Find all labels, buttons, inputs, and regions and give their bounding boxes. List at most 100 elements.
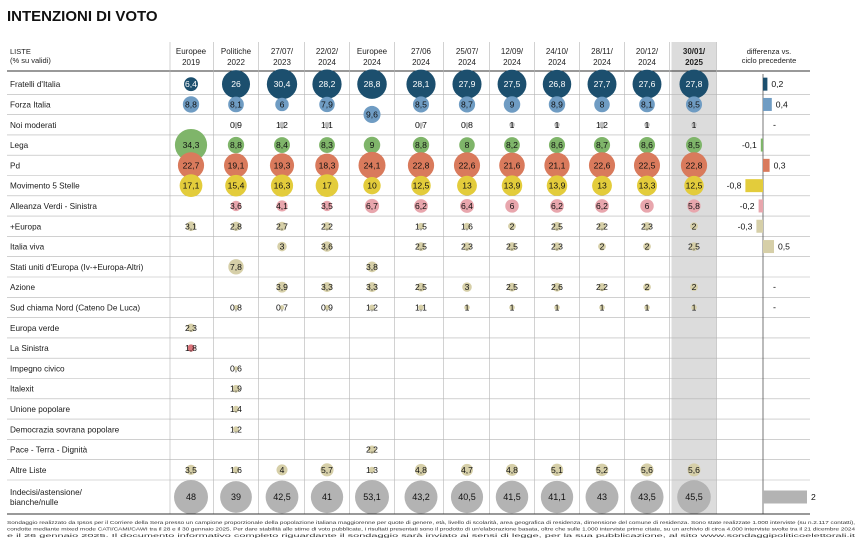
table-row: Italia viva 3 3,6 2,5 2,3 2,5 2,3 2 2 2,5 0,5 (10, 240, 790, 254)
value-bubble (414, 463, 428, 476)
party-name: Italexit (10, 385, 34, 394)
value-bubble (221, 70, 251, 99)
value-label: 17 (322, 181, 332, 191)
value-label: 40,5 (458, 492, 476, 502)
value-bubble (679, 69, 709, 99)
party-name: Pd (10, 161, 20, 170)
value-bubble (587, 69, 617, 99)
value-bubble (220, 481, 252, 513)
table-row: Fratelli d'Italia 6,4 26 30,4 28,2 28,8 28,1 27… (10, 68, 784, 100)
value-bubble (355, 480, 389, 514)
table-row: +Europa 3,1 2,8 2,7 2,2 1,5 1,6 2 2,5 2,2 2,3 2 -0,3 (10, 219, 763, 233)
value-bubble (225, 174, 247, 197)
value-label: 41,1 (548, 492, 566, 502)
column-header-line1: 30/01/ (683, 47, 706, 56)
value-label: 8,7 (461, 99, 473, 109)
value-label: 3,5 (321, 201, 333, 211)
value-label: 9,6 (366, 109, 378, 119)
value-label: 12,5 (686, 181, 703, 191)
party-name: Pace - Terra - Dignità (10, 446, 88, 455)
value-bubble (643, 242, 651, 251)
rows-header-line2: (% su validi) (10, 56, 51, 65)
value-bubble (233, 122, 239, 128)
value-label: 22,8 (413, 160, 430, 170)
value-label: 13,9 (504, 181, 521, 191)
value-label: 41,5 (503, 492, 521, 502)
table-row: Noi moderati 0,9 1,2 1,1 0,7 0,8 1 1 1,2 1 1 - (10, 120, 776, 130)
value-label: 8,5 (688, 99, 700, 109)
value-label: 22,6 (594, 160, 611, 170)
value-bubble (640, 199, 654, 213)
value-bubble (186, 221, 196, 232)
value-bubble (550, 199, 564, 213)
value-bubble (266, 68, 298, 100)
table-row: Pd 22,7 19,1 19,3 18,3 24,1 22,8 22,6 21,6 21,1 22… (10, 151, 786, 179)
value-bubble (499, 152, 525, 179)
party-name: Europa verde (10, 324, 60, 333)
table-row: Impegno civico 0,6 (10, 363, 242, 373)
diff-bar (763, 490, 807, 504)
value-bubble (640, 463, 654, 477)
value-bubble (321, 241, 333, 252)
column-header-line1: 25/07/ (456, 47, 479, 56)
value-bubble (464, 122, 470, 128)
table-row: Lega 34,3 8,8 8,4 8,3 9 8,8 8 8,2 8,6 8,7 8,6 8,5 -0,… (10, 128, 763, 162)
value-bubble (632, 69, 662, 99)
value-label: 27,6 (639, 79, 656, 89)
value-bubble (507, 282, 517, 292)
value-label: 1 (555, 302, 560, 312)
value-bubble (552, 282, 562, 292)
table-row: Unione popolare 1,4 (10, 404, 242, 414)
value-bubble (550, 463, 564, 477)
value-bubble (265, 480, 299, 514)
value-bubble (509, 304, 515, 311)
value-bubble (464, 304, 470, 311)
value-bubble (588, 152, 616, 179)
diff-bar (756, 219, 763, 233)
value-label: 8,7 (596, 140, 608, 150)
value-label: 2,3 (185, 323, 197, 333)
value-label: 8 (600, 99, 605, 109)
value-bubble (319, 137, 335, 153)
value-bubble (687, 199, 701, 213)
value-bubble (230, 200, 242, 212)
column-header-line2: 2025 (685, 58, 703, 67)
value-bubble (412, 96, 430, 113)
value-label: 2 (645, 282, 650, 292)
value-label: 1 (645, 302, 650, 312)
value-bubble (638, 136, 656, 154)
party-name: Stati uniti d'Europa (Iv-+Europa-Altri) (10, 263, 144, 272)
value-label: 6,2 (596, 201, 608, 211)
diff-label: -0,1 (742, 140, 757, 150)
value-label: 9 (370, 140, 375, 150)
value-label: 6,7 (366, 201, 378, 211)
value-label: 1,6 (461, 221, 473, 231)
diff-label: 0,2 (771, 79, 783, 89)
value-label: 18,3 (319, 160, 336, 170)
value-label: 6 (280, 99, 285, 109)
value-bubble (460, 198, 474, 213)
value-bubble (227, 136, 245, 154)
value-bubble (495, 480, 529, 514)
value-bubble (463, 222, 471, 230)
value-label: 8,8 (185, 99, 197, 109)
diff-label: - (773, 302, 776, 312)
value-label: 13 (462, 181, 472, 191)
value-label: 1,2 (230, 424, 242, 434)
value-label: 12,5 (413, 181, 430, 191)
value-bubble (279, 305, 285, 310)
value-bubble (643, 283, 651, 292)
value-bubble (269, 153, 295, 178)
value-label: 2,8 (230, 221, 242, 231)
value-bubble (278, 121, 286, 128)
value-bubble (276, 464, 288, 476)
table-row: Movimento 5 Stelle 17,1 15,4 16,3 17 10 12,5 13… (10, 174, 763, 198)
value-label: 1,1 (415, 302, 427, 312)
value-bubble (228, 259, 244, 275)
value-label: 13,3 (639, 181, 656, 191)
value-label: 8,1 (641, 99, 653, 109)
value-bubble (552, 242, 562, 251)
value-bubble (232, 405, 240, 413)
value-bubble (507, 242, 517, 251)
value-label: 41 (322, 492, 332, 502)
